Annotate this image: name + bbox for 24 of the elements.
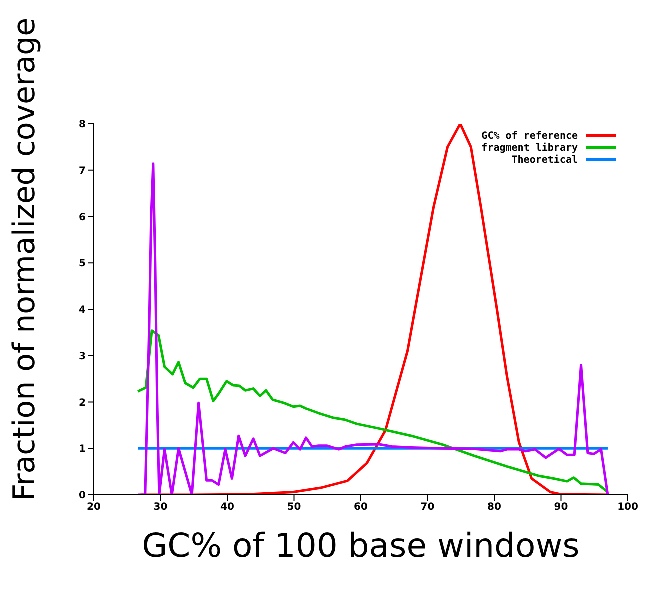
x-tick-label: 90 (554, 502, 568, 514)
y-tick-label: 7 (79, 166, 86, 177)
x-axis-title: GC% of 100 base windows (142, 526, 580, 565)
x-tick-label: 30 (154, 502, 168, 514)
y-tick-label: 6 (79, 212, 86, 224)
y-tick-label: 1 (79, 444, 86, 456)
y-tick-label: 0 (79, 490, 86, 502)
y-tick-label: 5 (79, 258, 86, 270)
x-tick-label: 20 (87, 502, 101, 514)
line-series (136, 330, 610, 494)
y-axis-title: Fraction of normalized coverage (8, 18, 43, 502)
x-tick-label: 70 (420, 502, 435, 514)
x-tick-label: 40 (220, 502, 234, 514)
x-tick-label: 100 (618, 502, 638, 514)
y-tick-label: 2 (79, 398, 86, 409)
y-tick-label: 3 (79, 351, 86, 362)
legend-label: fragment library (482, 142, 578, 154)
x-tick-label: 60 (354, 502, 368, 514)
x-tick-label: 50 (287, 502, 302, 514)
x-tick-label: 80 (488, 502, 502, 514)
y-tick-label: 4 (79, 305, 86, 316)
y-tick-label: 8 (79, 120, 86, 131)
legend-label: Theoretical (512, 154, 578, 166)
legend-label: GC% of reference (482, 130, 578, 142)
